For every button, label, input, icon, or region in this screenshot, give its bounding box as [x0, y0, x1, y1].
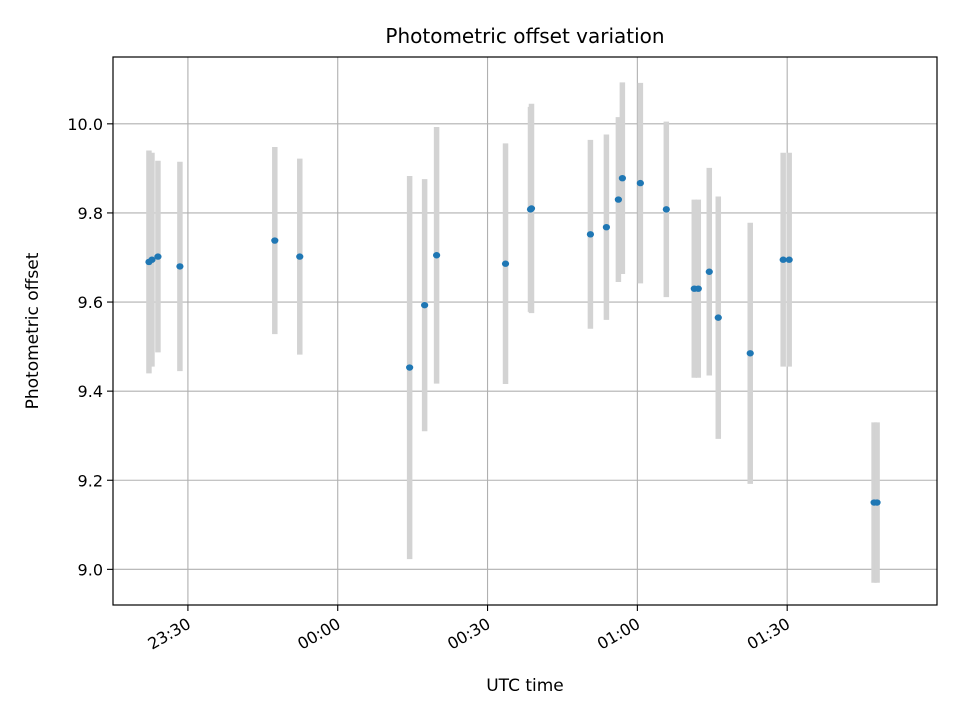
- data-point: [421, 301, 429, 309]
- data-point: [614, 196, 622, 203]
- data-point: [433, 252, 441, 259]
- data-point: [694, 285, 702, 292]
- chart-title: Photometric offset variation: [385, 24, 664, 48]
- data-point: [271, 237, 279, 244]
- x-tick-label: 00:00: [294, 614, 343, 654]
- y-tick-label: 10.0: [67, 115, 103, 134]
- y-tick-label: 9.0: [78, 560, 103, 579]
- data-points: [145, 174, 881, 506]
- data-point: [296, 253, 304, 260]
- y-axis-ticks: 9.0 9.2 9.4 9.6 9.8 10.0: [67, 115, 113, 579]
- data-point: [618, 174, 626, 182]
- x-tick-label: 23:30: [144, 614, 193, 654]
- y-tick-label: 9.2: [78, 471, 103, 490]
- data-point: [602, 223, 611, 231]
- grid-lines: [113, 57, 937, 605]
- y-tick-label: 9.8: [78, 204, 103, 223]
- x-tick-label: 01:30: [744, 614, 793, 654]
- data-point: [586, 231, 595, 238]
- x-axis-title: UTC time: [486, 676, 564, 696]
- y-axis-title: Photometric offset: [23, 252, 43, 409]
- data-point: [154, 253, 162, 260]
- data-point: [501, 260, 510, 267]
- data-point: [636, 179, 644, 187]
- data-point: [779, 256, 787, 263]
- data-point: [406, 364, 414, 371]
- plot-frame: [112, 56, 938, 606]
- x-tick-label: 01:00: [594, 614, 643, 654]
- error-bars: [146, 82, 880, 583]
- data-point: [714, 314, 722, 321]
- data-point: [527, 205, 536, 212]
- y-tick-label: 9.4: [78, 382, 103, 401]
- data-point: [705, 268, 713, 275]
- data-point: [873, 499, 881, 506]
- data-point: [746, 350, 754, 357]
- data-point: [785, 256, 793, 263]
- x-tick-label: 00:30: [444, 614, 493, 654]
- data-point: [148, 256, 156, 263]
- y-tick-label: 9.6: [78, 293, 103, 312]
- data-point: [662, 206, 670, 213]
- x-axis-ticks: 23:30 00:00 00:30 01:00 01:30: [144, 605, 793, 654]
- data-point: [176, 263, 184, 270]
